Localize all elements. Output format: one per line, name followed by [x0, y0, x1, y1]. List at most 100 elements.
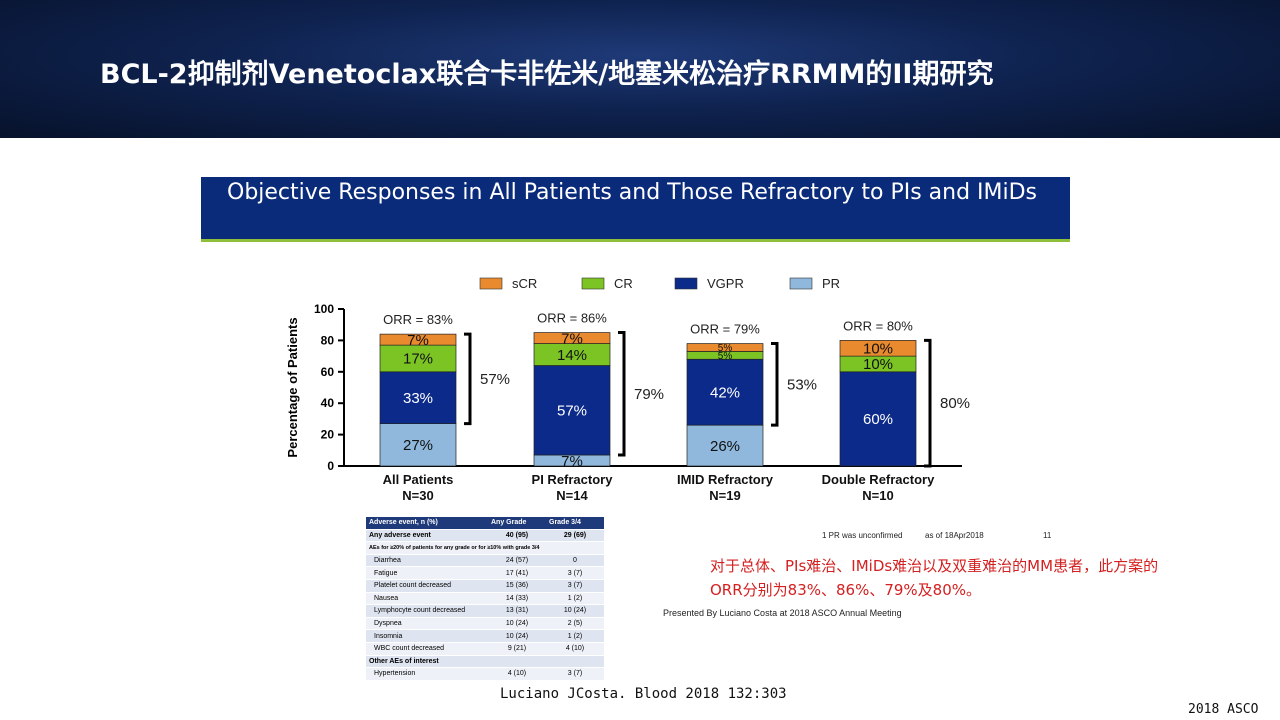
- bar-value-label: 27%: [403, 437, 433, 454]
- table-cell: 10 (24): [488, 617, 546, 631]
- table-cell: Fatigue: [366, 566, 488, 580]
- title-banner: BCL-2抑制剂Venetoclax联合卡非佐米/地塞米松治疗RRMM的II期研…: [0, 0, 1280, 138]
- legend-swatch: [581, 277, 605, 290]
- bar-value-label: 14%: [557, 347, 587, 364]
- data-cutoff-note: as of 18Apr2018: [925, 531, 984, 540]
- legend-label: PR: [822, 276, 840, 291]
- bar-segment: [839, 340, 917, 357]
- bar-segment: [379, 423, 457, 467]
- table-row: Any adverse event 40 (95) 29 (69): [366, 529, 604, 543]
- bar-value-label: 10%: [863, 341, 893, 358]
- figure-page-number: 11: [1043, 531, 1052, 540]
- legend-label: VGPR: [707, 276, 744, 291]
- bar-segment: [839, 371, 917, 467]
- table-cell: 17 (41): [488, 566, 546, 580]
- table-row: Platelet count decreased 15 (36) 3 (7): [366, 579, 604, 593]
- x-tick-count: N=14: [556, 488, 588, 503]
- bar-value-label: 10%: [863, 356, 893, 373]
- bar-value-label: 33%: [403, 390, 433, 407]
- table-row: Lymphocyte count decreased 13 (31) 10 (24): [366, 604, 604, 618]
- adverse-events-table: Adverse event, n (%) Any Grade Grade 3/4…: [366, 517, 604, 681]
- presented-by: Presented By Luciano Costa at 2018 ASCO …: [663, 608, 902, 618]
- x-tick-count: N=19: [709, 488, 740, 503]
- bracket-label: 80%: [940, 395, 970, 412]
- table-cell: [546, 655, 604, 669]
- table-cell: 15 (36): [488, 579, 546, 593]
- citation: Luciano JCosta. Blood 2018 132:303: [500, 686, 787, 702]
- table-row: AEs for ≥20% of patients for any grade o…: [366, 541, 604, 555]
- legend-swatch: [479, 277, 503, 290]
- bar-segment: [379, 371, 457, 424]
- bracket: [924, 338, 932, 468]
- legend-label: sCR: [512, 276, 537, 291]
- bracket-label: 57%: [480, 371, 510, 388]
- figure-heading: Objective Responses in All Patients and …: [227, 180, 1038, 205]
- table-cell: Hypertension: [366, 667, 488, 681]
- bar-value-label: 60%: [863, 411, 893, 428]
- bar-value-label: 42%: [710, 384, 740, 401]
- orr-label: ORR = 83%: [383, 312, 453, 327]
- footnote-unconfirmed: 1 PR was unconfirmed: [822, 531, 903, 540]
- table-cell: 3 (7): [546, 579, 604, 593]
- table-row: WBC count decreased 9 (21) 4 (10): [366, 642, 604, 656]
- bracket: [464, 332, 472, 426]
- table-cell: Nausea: [366, 592, 488, 606]
- y-tick-label: 100: [314, 302, 334, 316]
- column-header: Adverse event, n (%): [366, 517, 488, 530]
- bracket: [771, 342, 779, 427]
- legend-label: CR: [614, 276, 633, 291]
- bar-value-label: 5%: [718, 343, 733, 354]
- x-tick-label: Double Refractory: [822, 472, 935, 487]
- table-cell: Other AEs of interest: [366, 655, 488, 669]
- x-tick-count: N=10: [862, 488, 893, 503]
- table-row: Hypertension 4 (10) 3 (7): [366, 667, 604, 681]
- table-row: Fatigue 17 (41) 3 (7): [366, 566, 604, 580]
- x-tick-label: PI Refractory: [532, 472, 614, 487]
- y-tick-label: 60: [321, 365, 335, 379]
- table-cell: AEs for ≥20% of patients for any grade o…: [366, 541, 604, 555]
- table-cell: 9 (21): [488, 642, 546, 656]
- table-row: Nausea 14 (33) 1 (2): [366, 592, 604, 606]
- orr-label: ORR = 79%: [690, 322, 760, 337]
- bar-segment: [533, 365, 611, 456]
- bracket-label: 53%: [787, 376, 817, 393]
- table-cell: 29 (69): [546, 529, 604, 543]
- bar-segment: [686, 358, 764, 426]
- table-cell: 4 (10): [546, 642, 604, 656]
- legend-swatch: [789, 277, 813, 290]
- bar-segment: [686, 343, 764, 352]
- response-chart: 0 20 40 60 80 100 Percentage of Patients sCR CR V…: [285, 276, 970, 503]
- y-tick-label: 40: [321, 396, 335, 410]
- bar-value-label: 17%: [403, 351, 433, 368]
- bracket-label: 79%: [634, 386, 664, 403]
- y-axis-title: Percentage of Patients: [285, 317, 300, 457]
- table-row: Diarrhea 24 (57) 0: [366, 554, 604, 568]
- table-cell: 3 (7): [546, 667, 604, 681]
- table-cell: 13 (31): [488, 604, 546, 618]
- y-tick-label: 20: [321, 428, 335, 442]
- table-cell: 14 (33): [488, 592, 546, 606]
- table-cell: 10 (24): [546, 604, 604, 618]
- table-cell: Lymphocyte count decreased: [366, 604, 488, 618]
- table-header-row: Adverse event, n (%) Any Grade Grade 3/4: [366, 517, 604, 530]
- table-row: Other AEs of interest: [366, 655, 604, 669]
- figure-heading-bar: Objective Responses in All Patients and …: [201, 177, 1070, 242]
- table-cell: 1 (2): [546, 629, 604, 643]
- table-cell: 0: [546, 554, 604, 568]
- orr-label: ORR = 80%: [843, 318, 913, 333]
- bar-segment: [379, 333, 457, 346]
- bracket: [618, 331, 626, 457]
- table-row: Dyspnea 10 (24) 2 (5): [366, 617, 604, 631]
- bar-value-label: 7%: [561, 330, 583, 347]
- table-cell: Diarrhea: [366, 554, 488, 568]
- table-row: Insomnia 10 (24) 1 (2): [366, 629, 604, 643]
- y-tick-label: 0: [327, 459, 334, 473]
- x-tick-label: All Patients: [383, 472, 454, 487]
- slide-title: BCL-2抑制剂Venetoclax联合卡非佐米/地塞米松治疗RRMM的II期研…: [100, 59, 994, 90]
- bar-value-label: 5%: [718, 351, 733, 362]
- table-cell: 3 (7): [546, 566, 604, 580]
- x-tick-count: N=30: [402, 488, 433, 503]
- orr-label: ORR = 86%: [537, 311, 607, 326]
- table-cell: [488, 655, 546, 669]
- column-header: Grade 3/4: [546, 517, 604, 530]
